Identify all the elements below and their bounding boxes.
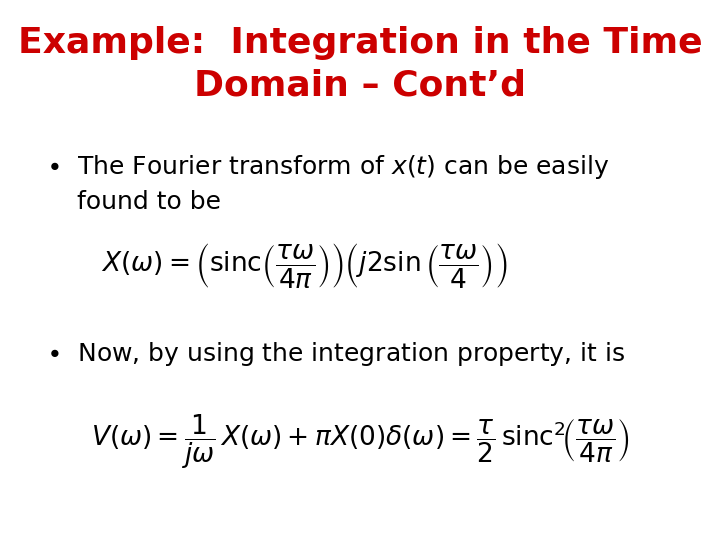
Text: $\bullet$  The Fourier transform of $x(t)$ can be easily: $\bullet$ The Fourier transform of $x(t)…	[45, 153, 608, 181]
Text: $\bullet$  Now, by using the integration property, it is: $\bullet$ Now, by using the integration …	[45, 340, 625, 368]
Text: Example:  Integration in the Time
Domain – Cont’d: Example: Integration in the Time Domain …	[18, 26, 702, 103]
Text: $X(\omega) = \left( \mathrm{sinc}\left(\dfrac{\tau\omega}{4\pi}\right)\right)\le: $X(\omega) = \left( \mathrm{sinc}\left(\…	[102, 241, 508, 291]
Text: found to be: found to be	[76, 190, 220, 214]
Text: $V(\omega) = \dfrac{1}{j\omega}\,X(\omega) + \pi X(0)\delta(\omega) = \dfrac{\ta: $V(\omega) = \dfrac{1}{j\omega}\,X(\omeg…	[91, 413, 629, 471]
